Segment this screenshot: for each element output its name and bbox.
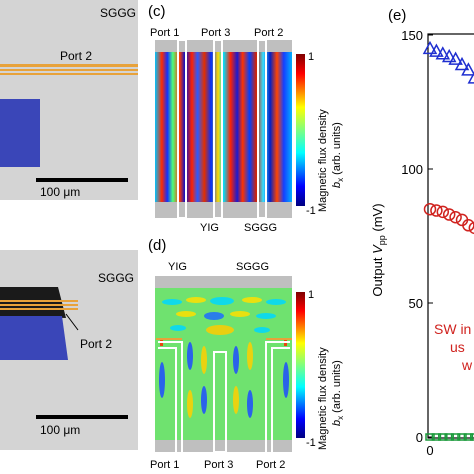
colorbar-c-units: (arb. units) bbox=[331, 122, 343, 175]
series-triangle-point bbox=[429, 43, 444, 57]
left-top-scale: 100 μm bbox=[40, 185, 80, 199]
antenna-pad bbox=[0, 99, 40, 167]
panel-d-port3: Port 3 bbox=[204, 459, 233, 471]
series-square-point bbox=[450, 433, 461, 441]
panel-d-pattern bbox=[159, 297, 289, 418]
y-tick-label: 50 bbox=[409, 296, 423, 311]
series-square-point bbox=[457, 433, 467, 441]
panel-c-colorbar: 1 -1 bbox=[296, 51, 316, 217]
left-top-port: Port 2 bbox=[60, 49, 92, 63]
x-ticks: 0 bbox=[426, 443, 433, 458]
y-tick-label: 0 bbox=[416, 430, 423, 445]
series-circle-point bbox=[449, 210, 462, 224]
panel-c-port-outlines bbox=[177, 39, 267, 219]
antenna-pad-bottom bbox=[0, 316, 68, 360]
scale-bar bbox=[36, 178, 128, 182]
series-square-point bbox=[438, 433, 448, 441]
panel-d-port2: Port 2 bbox=[256, 459, 285, 471]
panel-c-sggg: SGGG bbox=[244, 222, 277, 234]
panel-d-port-stripes bbox=[156, 338, 292, 340]
colorbar-d-idx: x bbox=[336, 416, 345, 420]
series-triangle-point bbox=[461, 62, 474, 76]
series-circle-point bbox=[436, 205, 450, 219]
scale-bar-bottom bbox=[36, 415, 128, 419]
panel-c-port1: Port 1 bbox=[150, 27, 179, 39]
annotation-line3: w bbox=[461, 357, 473, 373]
series-triangle-point bbox=[467, 71, 474, 84]
svg-text:bx (arb. units): bx (arb. units) bbox=[331, 122, 345, 188]
colorbar-d-title: Magnetic flux density bbox=[317, 347, 329, 450]
series-triangle-point bbox=[454, 56, 470, 71]
series-circle-point bbox=[430, 204, 443, 217]
colorbar-c-idx: x bbox=[336, 178, 345, 182]
panel-d: (d) YIG SGGG bbox=[148, 237, 345, 471]
panel-e: (e) Output Vpp (mV) 0 50 100 150 0 SW in us… bbox=[370, 7, 474, 458]
annotation: SW in us w bbox=[434, 321, 473, 373]
dark-pad bbox=[0, 287, 66, 318]
panel-e-label: (e) bbox=[388, 7, 406, 24]
left-bottom-panel: SGGG Port 2 100 μm bbox=[0, 250, 138, 450]
panel-d-port1: Port 1 bbox=[150, 459, 179, 471]
panel-d-label: (d) bbox=[148, 237, 166, 254]
panel-d-sggg: SGGG bbox=[236, 261, 269, 273]
series-circle-point bbox=[468, 221, 474, 235]
left-bottom-sggg: SGGG bbox=[98, 271, 134, 285]
series-circle-point bbox=[423, 202, 437, 216]
left-bottom-scale: 100 μm bbox=[40, 423, 80, 437]
svg-text:bx (arb. units): bx (arb. units) bbox=[331, 360, 345, 426]
series-triangle-point bbox=[435, 46, 451, 60]
annotation-line2: us bbox=[450, 339, 465, 355]
left-bottom-port: Port 2 bbox=[80, 337, 112, 351]
panel-c: (c) Port 1 Port 3 Port 2 YIG SGGG 1 -1 M… bbox=[148, 3, 345, 234]
colorbar-d-min: -1 bbox=[306, 437, 316, 449]
series-square-point bbox=[431, 433, 442, 441]
panel-d-colorbar: 1 -1 bbox=[296, 289, 316, 449]
x-tick-label: 0 bbox=[426, 443, 433, 458]
series-square-point bbox=[425, 433, 435, 441]
colorbar-c-max: 1 bbox=[308, 51, 314, 63]
series-triangle-point bbox=[441, 48, 457, 63]
series-triangle-point bbox=[448, 51, 463, 65]
colorbar-d-units: (arb. units) bbox=[331, 360, 343, 413]
series-square-point bbox=[444, 433, 454, 441]
panel-c-port2: Port 2 bbox=[254, 27, 283, 39]
colorbar-d-sym: b bbox=[331, 420, 343, 426]
waveguide-lines bbox=[0, 64, 138, 67]
colorbar-d-max: 1 bbox=[308, 289, 314, 301]
y-tick-label: 150 bbox=[401, 28, 423, 43]
y-tick-label: 100 bbox=[401, 162, 423, 177]
plot-frame bbox=[427, 33, 474, 439]
y-ticks: 0 50 100 150 bbox=[401, 28, 433, 445]
colorbar-c-sym: b bbox=[331, 182, 343, 188]
panel-d-port-outlines bbox=[158, 341, 290, 453]
y-axis-label: Output Vpp (mV) bbox=[370, 203, 387, 296]
series-circle-point bbox=[442, 208, 456, 221]
colorbar-c-min: -1 bbox=[306, 205, 316, 217]
panel-c-label: (c) bbox=[148, 3, 166, 20]
panel-d-yig: YIG bbox=[168, 261, 187, 273]
left-top-panel: SGGG Port 2 100 μm bbox=[0, 0, 138, 200]
series-square-point bbox=[470, 433, 474, 441]
panel-c-yig: YIG bbox=[200, 222, 219, 234]
series-triangle-point bbox=[422, 40, 438, 55]
colorbar-c-title: Magnetic flux density bbox=[317, 109, 329, 212]
data-markers bbox=[422, 40, 474, 441]
panel-c-port3: Port 3 bbox=[201, 27, 230, 39]
annotation-line1: SW in bbox=[434, 321, 471, 337]
left-top-sggg: SGGG bbox=[100, 6, 136, 20]
panel-c-field bbox=[155, 52, 292, 202]
series-square-point bbox=[463, 433, 474, 441]
